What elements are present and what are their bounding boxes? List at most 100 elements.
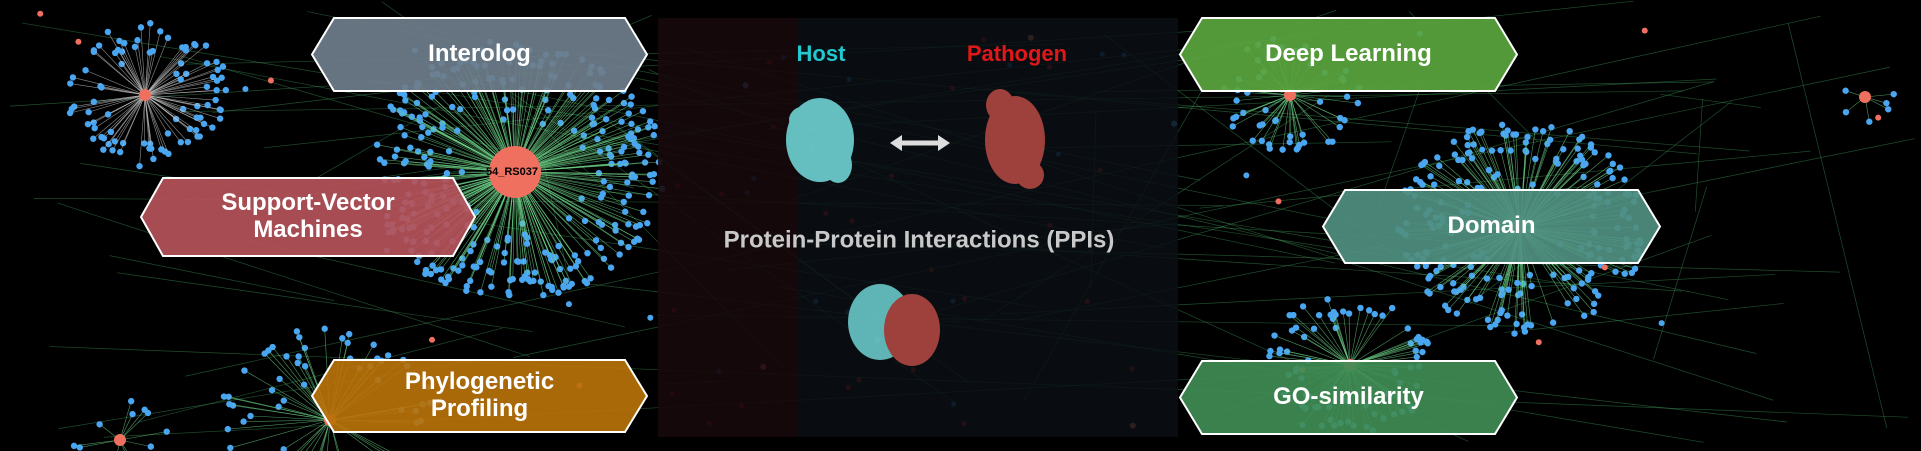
edge (144, 50, 187, 96)
node (1866, 118, 1873, 125)
edge (1313, 328, 1351, 366)
node (616, 160, 624, 168)
node (1488, 147, 1496, 154)
node (1605, 152, 1612, 159)
node (137, 24, 145, 31)
node (1574, 145, 1581, 152)
node (68, 105, 76, 113)
node (1573, 295, 1580, 303)
edge (1289, 94, 1300, 145)
node (1266, 145, 1273, 152)
edge (320, 419, 331, 451)
node (1455, 177, 1463, 185)
edge (244, 370, 331, 421)
edge (1349, 313, 1376, 366)
node (84, 120, 92, 128)
node (401, 132, 408, 139)
node (1296, 141, 1303, 149)
edge (329, 419, 340, 451)
node (1492, 321, 1499, 328)
node (127, 397, 135, 405)
edge (1199, 150, 1811, 209)
node (595, 218, 603, 226)
edge (93, 50, 146, 96)
node (565, 283, 573, 290)
node (1465, 128, 1472, 135)
node (384, 352, 392, 359)
edge (1293, 314, 1351, 366)
node (1527, 322, 1535, 329)
node (147, 20, 154, 27)
edge (1787, 23, 1888, 429)
hub-node (139, 89, 151, 101)
node (628, 93, 635, 100)
node (1587, 141, 1595, 148)
node (225, 393, 232, 400)
node (283, 353, 290, 360)
node (1520, 280, 1527, 288)
node (625, 110, 632, 117)
node (220, 393, 228, 400)
node (1243, 172, 1250, 179)
node (1345, 310, 1353, 317)
node (1549, 319, 1557, 326)
edge (1289, 94, 1333, 142)
node (131, 43, 139, 51)
node (645, 151, 652, 158)
edge (1291, 330, 1351, 366)
edge (144, 94, 205, 125)
node (1310, 325, 1318, 332)
node (1459, 156, 1466, 164)
node (1275, 198, 1282, 205)
node (608, 160, 615, 168)
node (425, 129, 432, 136)
node (295, 353, 302, 360)
node (414, 258, 421, 266)
edge (144, 89, 217, 96)
node (620, 99, 628, 107)
node (429, 336, 436, 343)
node (387, 103, 394, 110)
node (391, 153, 399, 160)
node (463, 283, 471, 290)
node (467, 247, 474, 255)
node (1249, 137, 1256, 144)
edge (1262, 94, 1291, 125)
edge (1236, 94, 1291, 101)
edge (144, 94, 191, 130)
center-panel-shade (658, 18, 798, 437)
node (650, 170, 658, 178)
node (1628, 269, 1636, 277)
node (1299, 131, 1306, 138)
node (90, 135, 97, 142)
node (1315, 311, 1323, 319)
node (268, 386, 276, 394)
node (647, 314, 654, 321)
ppi-title: Protein-Protein Interactions (PPIs) (724, 226, 1115, 253)
edge (109, 255, 335, 301)
edge (144, 94, 169, 134)
node (209, 124, 216, 131)
node (1582, 160, 1589, 168)
node (1487, 323, 1494, 331)
node (527, 278, 534, 285)
edge (1289, 94, 1348, 98)
node (96, 421, 103, 428)
node (625, 133, 632, 141)
node-label: 54_RS037 (486, 166, 538, 178)
node (555, 242, 562, 250)
node (650, 131, 658, 139)
node (177, 60, 185, 67)
edge (69, 94, 146, 114)
node (1262, 106, 1269, 114)
node (164, 34, 172, 42)
node (1524, 133, 1531, 141)
node (1514, 291, 1522, 299)
node (416, 117, 424, 124)
node (602, 116, 610, 123)
node (1357, 304, 1364, 312)
node (422, 111, 429, 118)
node (1272, 117, 1279, 125)
node (455, 267, 462, 274)
node (1437, 283, 1444, 291)
